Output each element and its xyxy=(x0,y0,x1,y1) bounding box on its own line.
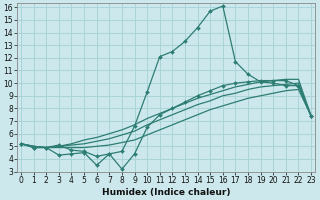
X-axis label: Humidex (Indice chaleur): Humidex (Indice chaleur) xyxy=(102,188,230,197)
